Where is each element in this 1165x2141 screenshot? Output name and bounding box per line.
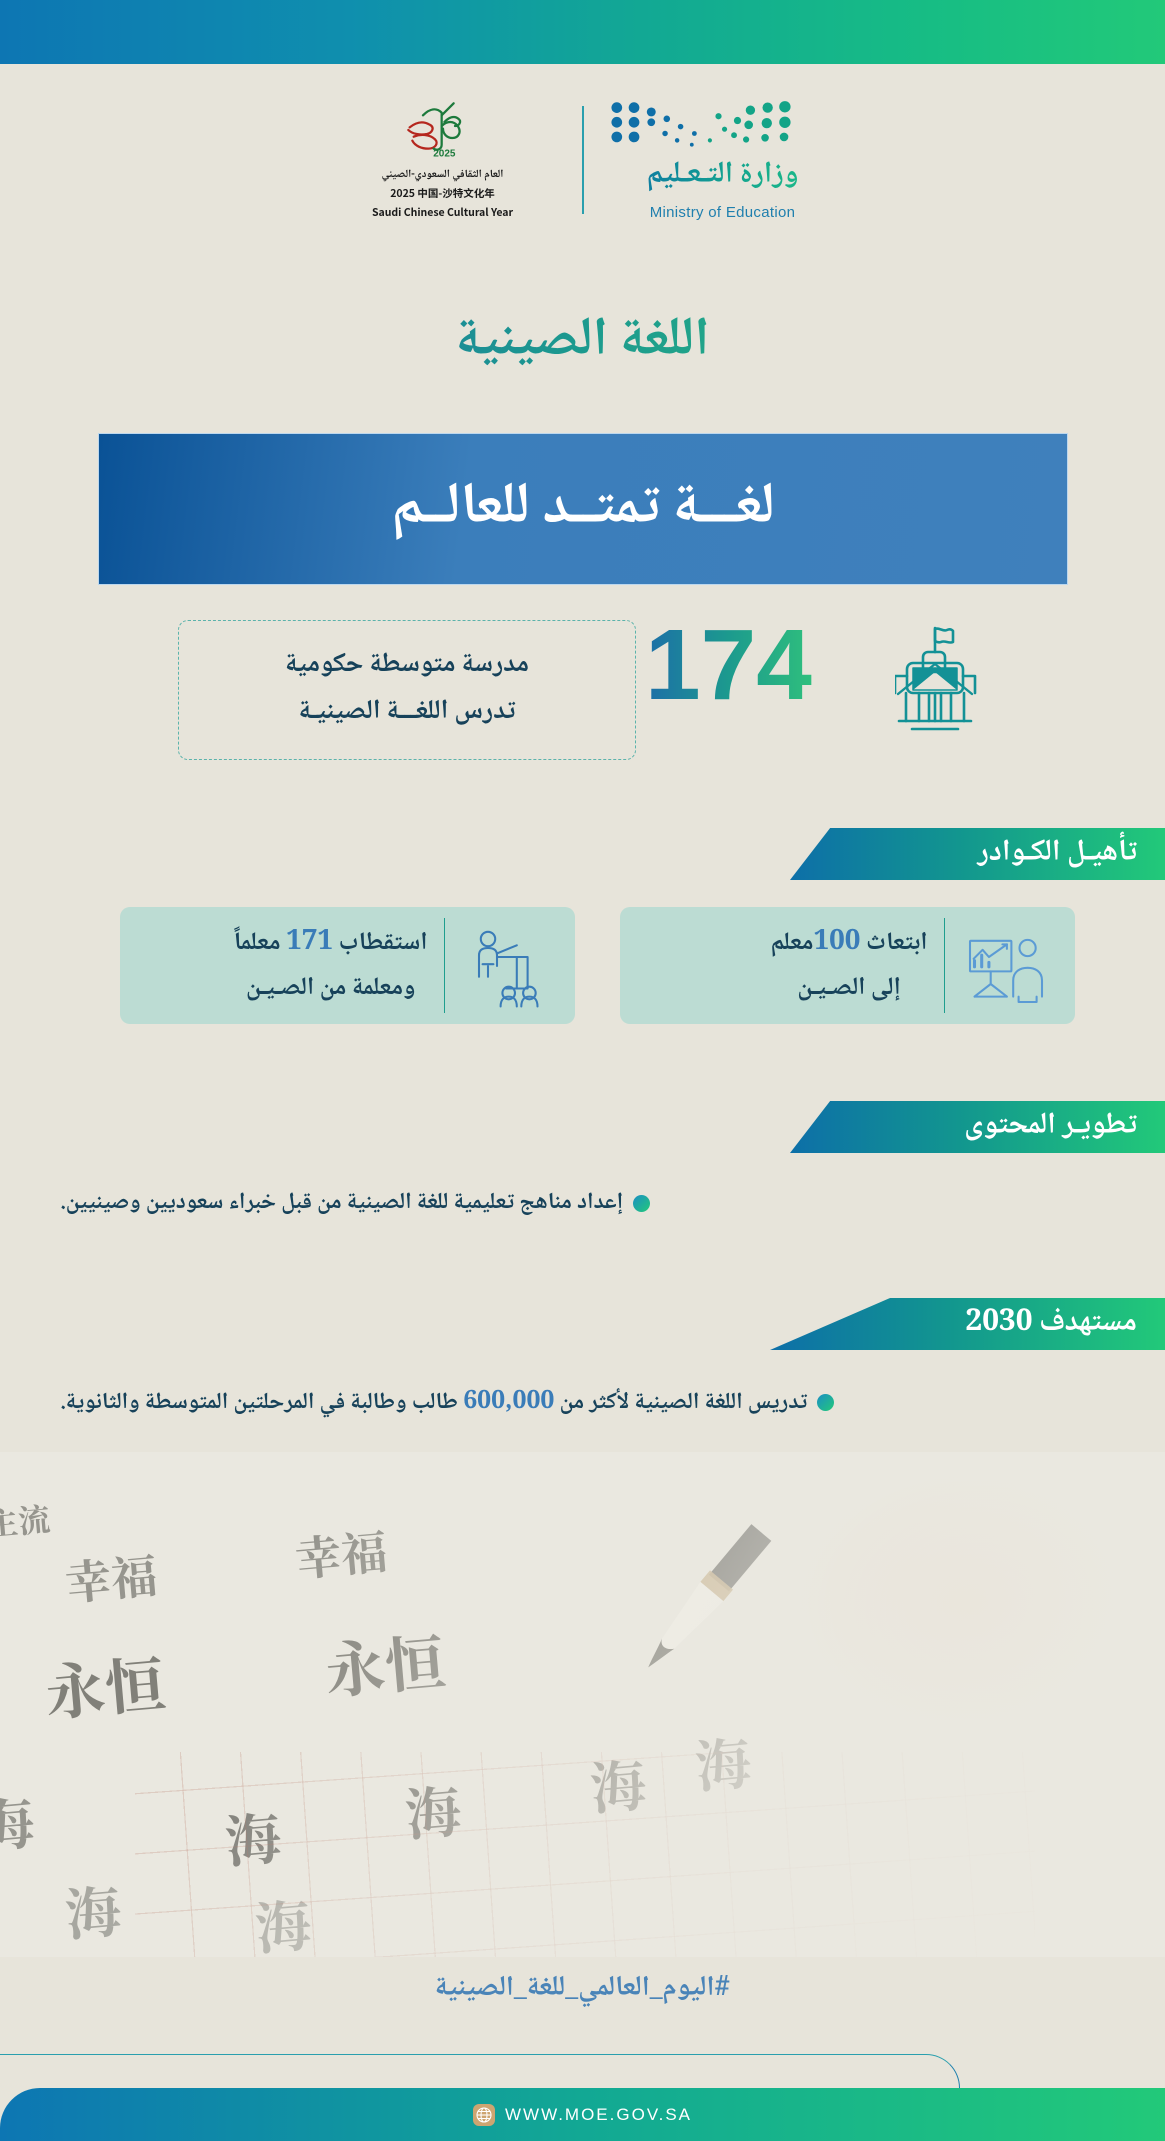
svg-text:2025: 2025 — [433, 149, 456, 160]
